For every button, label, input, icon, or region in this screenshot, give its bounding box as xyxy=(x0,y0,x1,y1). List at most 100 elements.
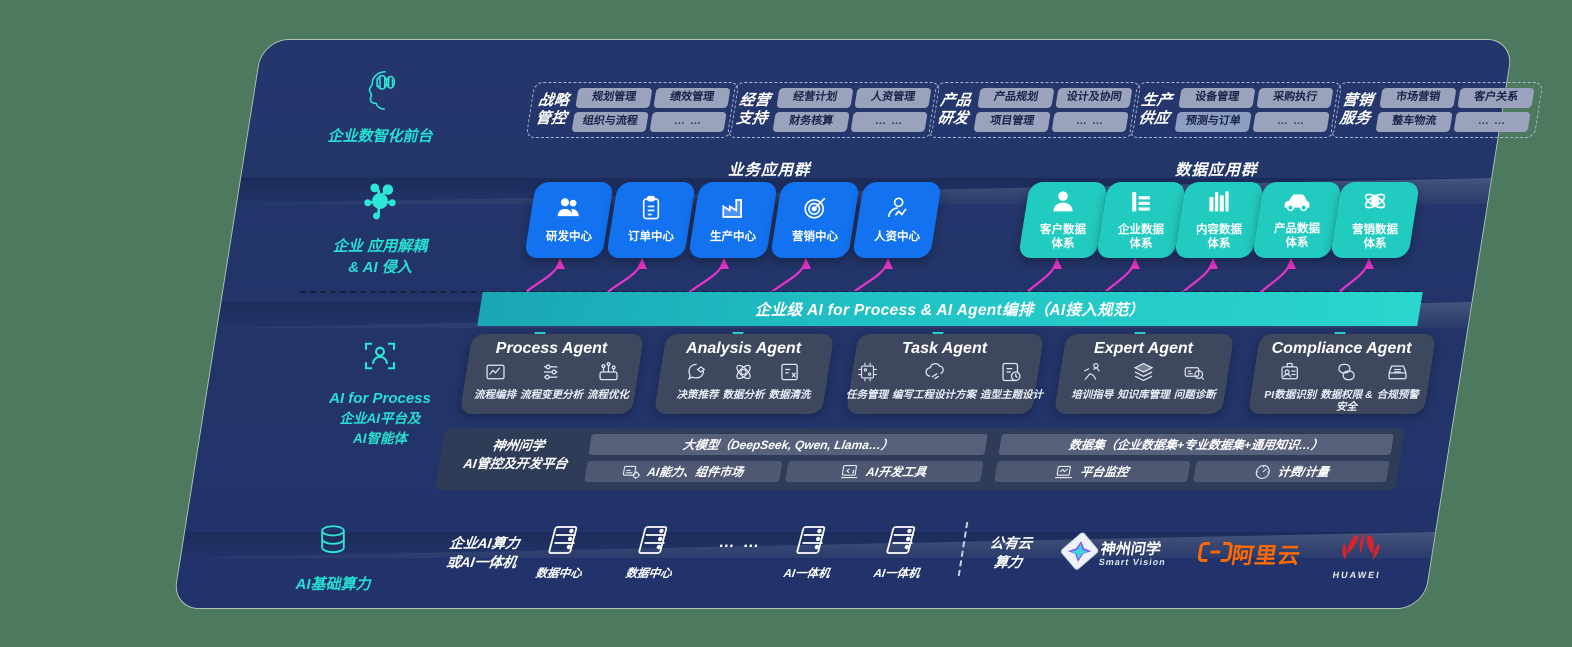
atom-analysis-icon xyxy=(733,361,755,388)
agent-capability[interactable]: 问题诊断 xyxy=(1174,361,1216,402)
agent-capability-label: 数据权限 & 安全 xyxy=(1320,389,1373,413)
agent-title: Expert Agent xyxy=(1094,340,1194,357)
data-tile-label-2: 体系 xyxy=(1129,238,1153,250)
person-scan-icon xyxy=(285,335,475,382)
platform-ai-market-row[interactable]: AI能力、组件市场 xyxy=(584,461,783,482)
data-tile-content[interactable]: 内容数据 体系 xyxy=(1173,182,1265,258)
app-tile-production-center[interactable]: 生产中心 xyxy=(687,182,779,258)
app-tile-rd-center[interactable]: 研发中心 xyxy=(523,182,615,258)
app-tile-marketing-center[interactable]: 营销中心 xyxy=(769,182,861,258)
domain-chip[interactable]: 设计及协同 xyxy=(1055,88,1133,108)
data-tile-label-1: 产品数据 xyxy=(1274,223,1320,236)
infra-node-datacenter-1[interactable]: 数据中心 xyxy=(517,524,606,581)
agent-capability[interactable]: 流程优化 xyxy=(587,361,629,402)
agent-capability[interactable]: 培训指导 xyxy=(1071,361,1113,402)
domain-chip-more[interactable]: … … xyxy=(1453,112,1531,132)
agent-capability[interactable]: 流程变更分析 xyxy=(520,361,583,402)
domain-group-operations[interactable]: 经营 支持 经营计划 人资管理 财务核算 … … xyxy=(726,82,941,138)
server-icon xyxy=(546,526,579,560)
domain-chip[interactable]: 绩效管理 xyxy=(653,88,731,108)
domain-chip[interactable]: 设备管理 xyxy=(1178,88,1256,108)
platform-llm-row[interactable]: 大模型（DeepSeek, Qwen, Llama…） xyxy=(588,434,988,455)
domain-group-product-rd[interactable]: 产品 研发 产品规划 设计及协同 项目管理 … … xyxy=(927,82,1142,138)
agent-card-compliance[interactable]: Compliance Agent PI数据识别 数据权限 & 安全 xyxy=(1247,334,1437,414)
agent-card-task[interactable]: Task Agent 任务管理 编写工程设计方案 xyxy=(845,334,1045,414)
monitor-icon xyxy=(1055,464,1076,480)
logo-huawei[interactable]: HUAWEI xyxy=(1332,528,1388,580)
domain-group-strategy[interactable]: 战略 管控 规划管理 绩效管理 组织与流程 … … xyxy=(525,82,740,138)
agent-capability[interactable]: 合规预警 xyxy=(1377,361,1419,402)
agent-capability[interactable]: 数据清洗 xyxy=(769,361,811,402)
app-tile-hr-center[interactable]: 人资中心 xyxy=(851,182,943,258)
server-icon xyxy=(636,526,669,560)
agent-capability-label: 问题诊断 xyxy=(1173,389,1216,401)
data-tile-customer[interactable]: 客户数据 体系 xyxy=(1017,182,1109,258)
rail-title: AI基础算力 xyxy=(295,576,371,593)
platform-monitor-row[interactable]: 平台监控 xyxy=(994,461,1191,482)
agent-capability[interactable]: 流程编排 xyxy=(474,361,516,402)
database-icon xyxy=(238,520,428,565)
app-tile-label: 生产中心 xyxy=(710,231,757,244)
data-tile-product[interactable]: 产品数据 体系 xyxy=(1251,182,1343,258)
domain-chip[interactable]: 产品规划 xyxy=(977,88,1055,108)
agent-capability-label: 数据分析 xyxy=(722,389,765,401)
agent-card-process[interactable]: Process Agent 流程编排 流程变更分析 xyxy=(459,334,645,414)
domain-chip[interactable]: 预测与订单 xyxy=(1174,112,1252,132)
domain-chip-more[interactable]: … … xyxy=(649,112,727,132)
infra-node-ai-appliance-2[interactable]: AI一体机 xyxy=(855,524,944,581)
domain-chip[interactable]: 财务核算 xyxy=(772,112,850,132)
huawei-logo-text: HUAWEI xyxy=(1331,570,1382,580)
logo-smartvision[interactable]: 神州问学 Smart Vision xyxy=(1056,532,1170,577)
data-tile-marketing[interactable]: 营销数据 体系 xyxy=(1329,182,1421,258)
agent-capability[interactable]: PI数据识别 xyxy=(1264,361,1316,402)
domain-chip[interactable]: 整车物流 xyxy=(1375,112,1453,132)
huawei-logo-icon xyxy=(1334,528,1388,569)
infra-node-ai-appliance-1[interactable]: AI一体机 xyxy=(765,524,854,581)
compliance-alert-icon xyxy=(1387,361,1409,388)
domain-chip[interactable]: 客户关系 xyxy=(1457,88,1535,108)
app-tile-order-center[interactable]: 订单中心 xyxy=(605,182,697,258)
rail-label-ai-for-process: AI for Process 企业AI平台及 AI智能体 xyxy=(285,335,475,447)
platform-billing-label: 计费/计量 xyxy=(1276,465,1331,479)
agent-capability[interactable]: 数据权限 & 安全 xyxy=(1320,361,1373,413)
domain-chip-more[interactable]: … … xyxy=(1252,112,1330,132)
data-tile-label-2: 体系 xyxy=(1285,237,1309,249)
smartvision-logo-icon xyxy=(1056,532,1103,577)
agent-capability[interactable]: 决策推荐 xyxy=(677,361,719,402)
platform-dataset-row[interactable]: 数据集（企业数据集+专业数据集+通用知识…） xyxy=(998,434,1394,455)
domain-chip[interactable]: 市场营销 xyxy=(1379,88,1457,108)
domain-chip[interactable]: 人资管理 xyxy=(854,88,932,108)
domain-chip-list: 设备管理 采购执行 预测与订单 … … xyxy=(1174,88,1334,132)
data-tile-label-1: 营销数据 xyxy=(1352,224,1398,237)
permission-icon xyxy=(1335,361,1357,388)
logo-alicloud[interactable]: 阿里云 xyxy=(1195,538,1303,570)
agent-capability[interactable]: 数据分析 xyxy=(723,361,765,402)
agent-card-analysis[interactable]: Analysis Agent 决策推荐 数据分析 xyxy=(653,334,835,414)
domain-chip-more[interactable]: … … xyxy=(1051,112,1129,132)
business-app-group-title: 业务应用群 xyxy=(728,162,811,179)
agent-capability[interactable]: 编写工程设计方案 xyxy=(892,361,976,402)
agent-capability[interactable]: 知识库管理 xyxy=(1117,361,1170,402)
agent-card-expert[interactable]: Expert Agent 培训指导 知识库管理 xyxy=(1053,334,1235,414)
domain-chip[interactable]: 采购执行 xyxy=(1256,88,1334,108)
app-tile-label: 人资中心 xyxy=(874,231,921,244)
alicloud-logo-text: 阿里云 xyxy=(1229,543,1303,568)
domain-chip[interactable]: 项目管理 xyxy=(973,112,1051,132)
domain-chip[interactable]: 规划管理 xyxy=(575,88,653,108)
platform-dev-tool-row[interactable]: AI开发工具 xyxy=(785,461,984,482)
domain-group-marketing-service[interactable]: 营销 服务 市场营销 客户关系 整车物流 … … xyxy=(1329,82,1544,138)
server-icon xyxy=(884,526,917,560)
domain-group-production-supply[interactable]: 生产 供应 设备管理 采购执行 预测与订单 … … xyxy=(1128,82,1343,138)
domain-chip[interactable]: 组织与流程 xyxy=(571,112,649,132)
rail-label-app-decoupling: 企业 应用解耦 & AI 侵入 xyxy=(285,180,475,277)
agent-capability[interactable]: 任务管理 xyxy=(846,361,888,402)
domain-chip[interactable]: 经营计划 xyxy=(776,88,854,108)
data-tile-enterprise[interactable]: 企业数据 体系 xyxy=(1095,182,1187,258)
flow-chart-icon xyxy=(484,361,506,388)
agent-capability[interactable]: 造型主题设计 xyxy=(980,361,1043,402)
rail-label-front-office: 企业数智化前台 xyxy=(285,66,475,146)
platform-name: 神州问学 AI管控及开发平台 xyxy=(449,437,585,472)
infra-node-datacenter-2[interactable]: 数据中心 xyxy=(607,524,696,581)
domain-chip-more[interactable]: … … xyxy=(850,112,928,132)
platform-billing-row[interactable]: 计费/计量 xyxy=(1193,461,1390,482)
